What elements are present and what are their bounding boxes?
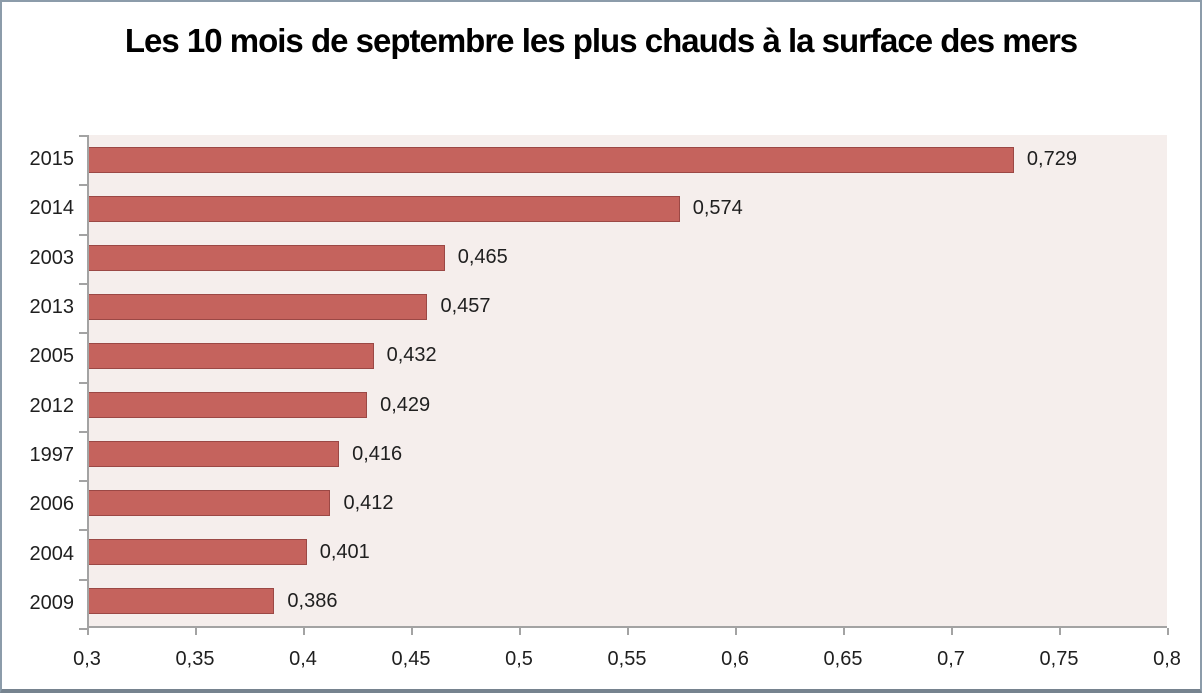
- x-axis-tick-mark: [1167, 628, 1169, 635]
- bar: [89, 146, 1014, 173]
- x-axis-tick-mark: [519, 628, 521, 635]
- value-label: 0,416: [352, 442, 403, 465]
- bar-row: 0,457: [89, 282, 1167, 331]
- bar: [89, 342, 374, 369]
- x-axis-tick-label: 0,4: [289, 648, 317, 670]
- y-axis-tick-label: 2005: [29, 345, 75, 368]
- y-axis-tick-mark: [79, 628, 87, 630]
- value-label: 0,429: [380, 393, 431, 416]
- x-axis-tick-label: 0,7: [937, 648, 965, 670]
- value-label: 0,412: [343, 491, 394, 514]
- chart-title-text: Les 10 mois de septembre les plus chauds…: [124, 22, 1078, 59]
- value-label: 0,401: [319, 540, 370, 563]
- x-axis-tick-label: 0,45: [391, 648, 431, 670]
- bar-row: 0,401: [89, 528, 1167, 577]
- chart-title: Les 10 mois de septembre les plus chauds…: [2, 18, 1200, 64]
- bar-row: 0,429: [89, 380, 1167, 429]
- x-axis-tick-mark: [411, 628, 413, 635]
- y-axis-tick-mark: [79, 579, 87, 581]
- y-axis-tick-label: 1997: [29, 443, 75, 466]
- bar: [89, 244, 445, 271]
- value-label: 0,432: [386, 344, 437, 367]
- y-axis-tick-label: 2013: [29, 296, 75, 319]
- bar: [89, 490, 331, 517]
- x-axis-tick-mark: [951, 628, 953, 635]
- x-axis-tick-mark: [195, 628, 197, 635]
- x-axis-tick-label: 0,8: [1153, 648, 1181, 670]
- y-axis-tick-mark: [79, 480, 87, 482]
- bar: [89, 441, 340, 468]
- bar: [89, 588, 275, 615]
- x-axis-tick-mark: [87, 628, 89, 635]
- x-axis-tick-label: 0,6: [721, 648, 749, 670]
- x-axis-tick-label: 0,3: [73, 648, 101, 670]
- value-label: 0,729: [1026, 148, 1077, 171]
- x-axis-tick-label: 0,65: [823, 648, 863, 670]
- y-axis-tick-label: 2015: [29, 148, 75, 171]
- value-label: 0,386: [287, 589, 338, 612]
- value-label: 0,465: [457, 246, 508, 269]
- x-axis-tick-mark: [735, 628, 737, 635]
- bar-row: 0,574: [89, 184, 1167, 233]
- bar: [89, 293, 428, 320]
- bar-row: 0,386: [89, 577, 1167, 626]
- plot-area: 0,729 0,574 0,465 0,457 0,432 0,429 0,416 0,412…: [87, 135, 1167, 628]
- y-axis-tick-label: 2006: [29, 493, 75, 516]
- x-axis-tick-mark: [303, 628, 305, 635]
- y-axis-tick-mark: [79, 332, 87, 334]
- bar-row: 0,432: [89, 331, 1167, 380]
- y-axis-tick-mark: [79, 135, 87, 137]
- y-axis-tick-mark: [79, 184, 87, 186]
- x-axis-tick-label: 0,5: [505, 648, 533, 670]
- y-axis-labels: 2015 2014 2003 2013 2005 2012 1997 2006 2004 2009: [2, 135, 75, 628]
- y-axis-tick-label: 2003: [29, 246, 75, 269]
- bar-row: 0,465: [89, 233, 1167, 282]
- x-axis-tick-mark: [627, 628, 629, 635]
- x-axis-tick-label: 0,75: [1039, 648, 1079, 670]
- y-axis-tick-label: 2009: [29, 591, 75, 614]
- bar-row: 0,729: [89, 135, 1167, 184]
- x-axis-tick-label: 0,35: [175, 648, 215, 670]
- y-axis-tick-mark: [79, 382, 87, 384]
- y-axis-tick-label: 2012: [29, 394, 75, 417]
- bar: [89, 195, 680, 222]
- x-axis-tick-label: 0,55: [607, 648, 647, 670]
- y-axis-tick-label: 2014: [29, 197, 75, 220]
- bar-row: 0,416: [89, 430, 1167, 479]
- y-axis-tick-mark: [79, 529, 87, 531]
- y-axis-tick-mark: [79, 234, 87, 236]
- bar: [89, 539, 307, 566]
- y-axis-tick-label: 2004: [29, 542, 75, 565]
- y-axis-tick-mark: [79, 431, 87, 433]
- bar-row: 0,412: [89, 479, 1167, 528]
- x-axis-tick-mark: [843, 628, 845, 635]
- y-axis-tick-mark: [79, 283, 87, 285]
- value-label: 0,457: [440, 295, 491, 318]
- bar: [89, 392, 368, 419]
- value-label: 0,574: [692, 197, 743, 220]
- x-axis-tick-mark: [1059, 628, 1061, 635]
